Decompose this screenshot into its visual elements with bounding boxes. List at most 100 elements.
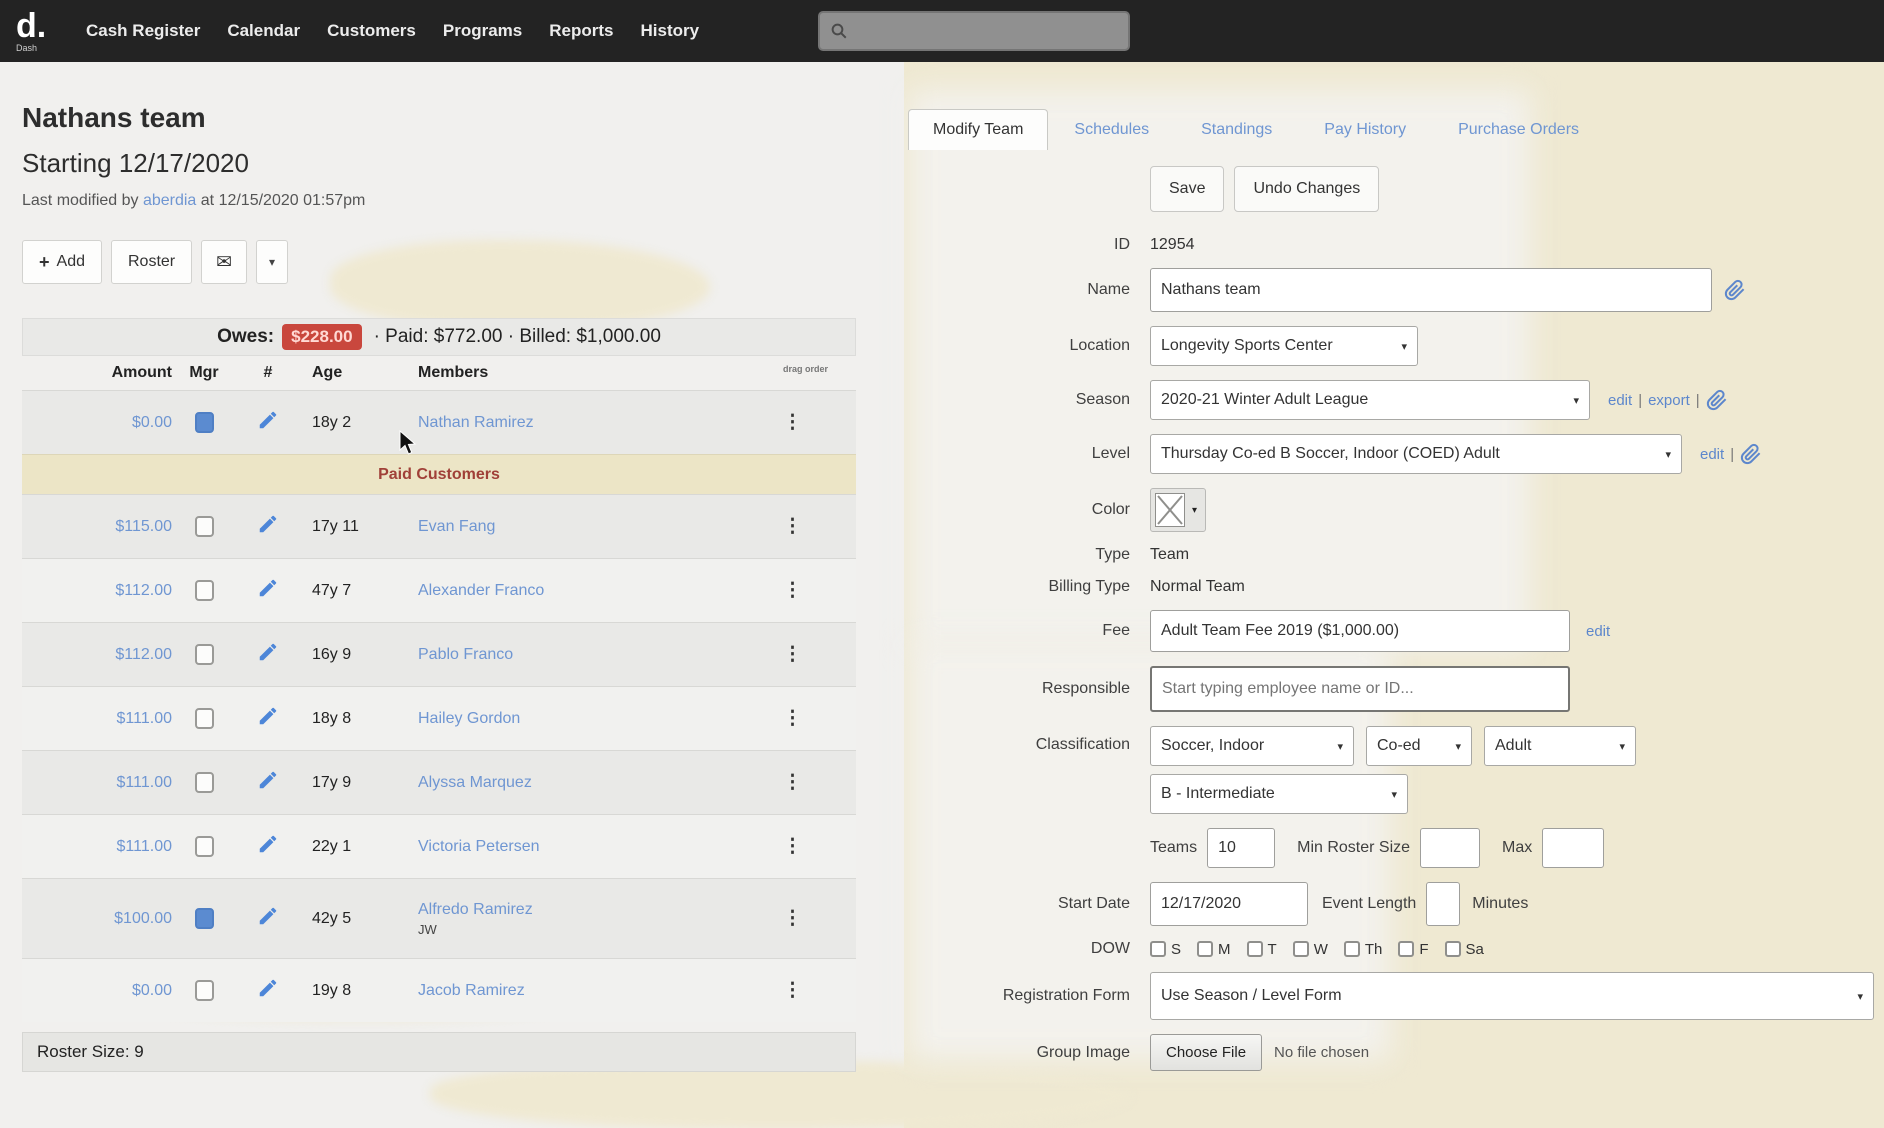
app-logo[interactable]: d. Dash (16, 9, 72, 53)
amount-link[interactable]: $111.00 (116, 709, 172, 727)
row-menu-icon[interactable]: ⋮ (783, 908, 802, 929)
row-menu-icon[interactable]: ⋮ (783, 836, 802, 857)
mgr-checkbox[interactable] (194, 980, 214, 1001)
row-menu-icon[interactable]: ⋮ (783, 580, 802, 601)
amount-link[interactable]: $112.00 (115, 581, 172, 599)
edit-icon[interactable] (257, 769, 279, 791)
nav-item-reports[interactable]: Reports (549, 21, 614, 40)
row-menu-icon[interactable]: ⋮ (783, 644, 802, 665)
edit-icon[interactable] (257, 409, 279, 431)
undo-changes-button[interactable]: Undo Changes (1234, 166, 1380, 212)
fee-input[interactable] (1150, 610, 1570, 652)
tab-modify-team[interactable]: Modify Team (908, 109, 1049, 150)
dow-checkbox-friday[interactable] (1398, 941, 1415, 957)
member-link[interactable]: Hailey Gordon (418, 709, 521, 727)
responsible-label: Responsible (1041, 680, 1130, 697)
team-name-input[interactable] (1150, 268, 1712, 312)
save-button[interactable]: Save (1150, 166, 1225, 212)
roster-button[interactable]: Roster (110, 240, 193, 284)
edit-icon[interactable] (257, 577, 279, 599)
tab-pay-history[interactable]: Pay History (1324, 121, 1407, 138)
classification-level-select[interactable]: B - Intermediate ▾ (1150, 774, 1408, 814)
edit-icon[interactable] (257, 705, 279, 727)
modified-user-link[interactable]: aberdia (142, 192, 197, 209)
season-export-link[interactable]: export (1648, 391, 1690, 409)
teams-input[interactable] (1207, 828, 1276, 868)
tab-standings[interactable]: Standings (1201, 121, 1273, 138)
paperclip-icon[interactable] (1724, 279, 1746, 301)
location-select[interactable]: Longevity Sports Center ▾ (1150, 326, 1418, 366)
paperclip-icon[interactable] (1706, 389, 1728, 411)
edit-icon[interactable] (257, 977, 279, 999)
dow-checkbox-monday[interactable] (1197, 941, 1214, 957)
season-edit-link[interactable]: edit (1608, 391, 1633, 409)
dow-checkbox-saturday[interactable] (1444, 941, 1461, 957)
start-date-input[interactable] (1150, 882, 1308, 926)
edit-icon[interactable] (257, 641, 279, 663)
choose-file-button[interactable]: Choose File (1150, 1034, 1263, 1071)
row-menu-icon[interactable]: ⋮ (783, 772, 802, 793)
classification-age-select[interactable]: Adult ▾ (1484, 726, 1636, 766)
dow-checkbox-tuesday[interactable] (1246, 941, 1263, 957)
search-input[interactable] (856, 22, 1106, 40)
global-search[interactable] (818, 11, 1130, 51)
dow-checkbox-sunday[interactable] (1150, 941, 1166, 957)
fee-edit-link[interactable]: edit (1586, 622, 1611, 640)
dow-checkbox-wednesday[interactable] (1292, 941, 1309, 957)
member-link[interactable]: Jacob Ramirez (418, 981, 525, 999)
responsible-input[interactable] (1150, 666, 1570, 712)
minutes-label: Minutes (1472, 895, 1529, 912)
level-select[interactable]: Thursday Co-ed B Soccer, Indoor (COED) A… (1150, 434, 1682, 474)
edit-icon[interactable] (257, 513, 279, 535)
level-edit-link[interactable]: edit (1700, 445, 1725, 463)
nav-item-calendar[interactable]: Calendar (227, 21, 301, 40)
event-length-input[interactable] (1426, 882, 1461, 926)
mgr-checkbox[interactable] (194, 644, 214, 665)
member-link[interactable]: Alyssa Marquez (418, 773, 532, 791)
edit-icon[interactable] (257, 905, 279, 927)
paperclip-icon[interactable] (1740, 443, 1762, 465)
amount-link[interactable]: $111.00 (116, 837, 172, 855)
color-picker[interactable]: ▾ (1150, 488, 1207, 532)
mgr-checkbox[interactable] (194, 772, 214, 793)
nav-item-programs[interactable]: Programs (442, 21, 523, 40)
season-select[interactable]: 2020-21 Winter Adult League ▾ (1150, 380, 1590, 420)
mgr-checkbox[interactable] (194, 908, 214, 929)
mgr-checkbox[interactable] (194, 708, 214, 729)
mgr-checkbox[interactable] (194, 836, 214, 857)
nav-item-customers[interactable]: Customers (327, 21, 416, 40)
amount-link[interactable]: $115.00 (115, 517, 172, 535)
max-roster-input[interactable] (1542, 828, 1605, 868)
min-roster-input[interactable] (1420, 828, 1481, 868)
tab-purchase-orders[interactable]: Purchase Orders (1458, 121, 1580, 138)
more-actions-button[interactable]: ▾ (256, 240, 289, 284)
amount-link[interactable]: $112.00 (115, 645, 172, 663)
member-link[interactable]: Alfredo Ramirez (418, 900, 533, 918)
member-link[interactable]: Pablo Franco (418, 645, 514, 663)
mgr-checkbox[interactable] (194, 412, 214, 433)
tab-schedules[interactable]: Schedules (1074, 121, 1150, 138)
member-link[interactable]: Victoria Petersen (418, 837, 540, 855)
amount-link[interactable]: $0.00 (131, 413, 172, 431)
email-button[interactable]: ✉ (201, 240, 248, 284)
amount-link[interactable]: $100.00 (114, 909, 172, 927)
registration-form-select[interactable]: Use Season / Level Form ▾ (1150, 972, 1874, 1020)
member-link[interactable]: Nathan Ramirez (418, 413, 534, 431)
dow-checkbox-thursday[interactable] (1343, 941, 1360, 957)
classification-gender-select[interactable]: Co-ed ▾ (1366, 726, 1472, 766)
member-link[interactable]: Evan Fang (418, 517, 496, 535)
row-menu-icon[interactable]: ⋮ (783, 708, 802, 729)
nav-item-history[interactable]: History (640, 21, 700, 40)
row-menu-icon[interactable]: ⋮ (783, 980, 802, 1001)
amount-link[interactable]: $0.00 (131, 981, 172, 999)
mgr-checkbox[interactable] (194, 516, 214, 537)
amount-link[interactable]: $111.00 (116, 773, 172, 791)
row-menu-icon[interactable]: ⋮ (783, 412, 802, 433)
mgr-checkbox[interactable] (194, 580, 214, 601)
row-menu-icon[interactable]: ⋮ (783, 516, 802, 537)
edit-icon[interactable] (257, 833, 279, 855)
classification-sport-select[interactable]: Soccer, Indoor ▾ (1150, 726, 1354, 766)
nav-item-cash-register[interactable]: Cash Register (86, 21, 201, 40)
member-link[interactable]: Alexander Franco (418, 581, 545, 599)
add-button[interactable]: + Add (22, 240, 102, 284)
